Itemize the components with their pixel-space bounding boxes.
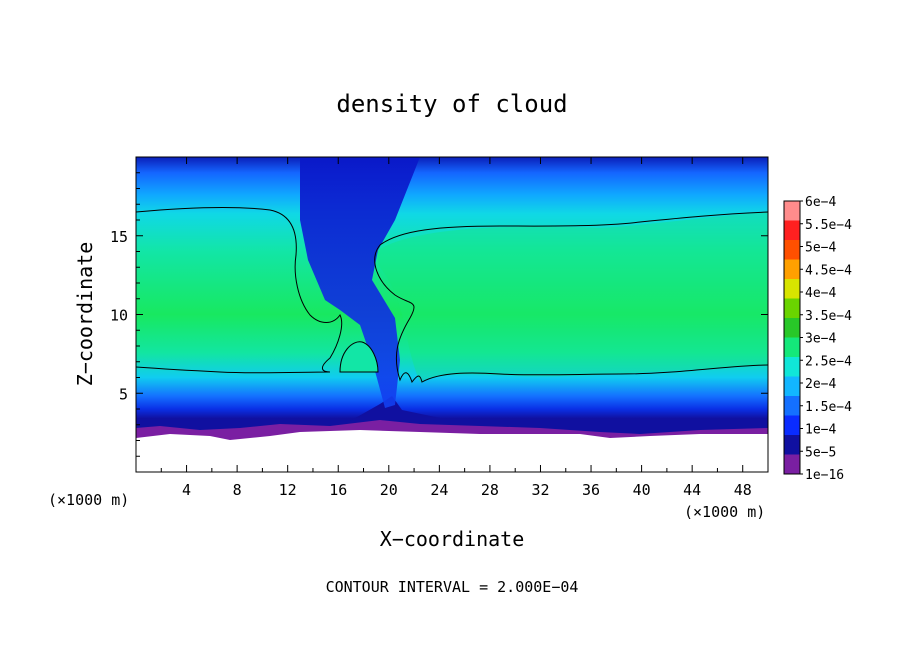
colorbar-label: 3e−4 [805, 332, 836, 347]
colorbar-label: 5.5e−4 [805, 218, 852, 233]
x-tick-label: 36 [582, 481, 600, 499]
y-tick-label: 15 [110, 228, 128, 246]
colorbar-swatch [784, 298, 800, 318]
contour-line-right [374, 211, 768, 384]
chart-title: density of cloud [336, 90, 567, 118]
contour-line-left [136, 206, 343, 374]
right-cloud-core [378, 212, 768, 382]
x-unit-label-right: (×1000 m) [684, 503, 765, 521]
colorbar-swatch [784, 376, 800, 396]
contour-interval-note: CONTOUR INTERVAL = 2.000E−04 [326, 578, 579, 596]
colorbar: 1e−16 5e−5 1e−4 1.5e−4 2e−4 2.5e−4 3e−4 3.5e−4 4… [783, 195, 852, 483]
colorbar-swatch [784, 220, 800, 240]
y-tick-label: 5 [119, 385, 128, 403]
clear-air-region [136, 430, 768, 472]
y-axis-title: Z−coordinate [73, 242, 97, 387]
x-axis-title: X−coordinate [380, 527, 525, 551]
colorbar-label: 3.5e−4 [805, 309, 852, 324]
colorbar-label: 5e−5 [805, 445, 836, 460]
colorbar-label: 1e−4 [805, 423, 836, 438]
colorbar-swatch [784, 318, 800, 338]
colorbar-label: 5e−4 [805, 241, 836, 256]
x-tick-label: 4 [182, 481, 191, 499]
colorbar-label: 1e−16 [805, 468, 844, 483]
updraft-plume [300, 157, 420, 408]
colorbar-swatch [784, 435, 800, 455]
colorbar-swatch [784, 240, 800, 260]
x-tick-label: 32 [531, 481, 549, 499]
x-tick-label: 40 [633, 481, 651, 499]
colorbar-label: 1.5e−4 [805, 400, 852, 415]
x-tick-label: 48 [734, 481, 752, 499]
y-axis: 5 10 15 [110, 172, 768, 457]
x-tick-label: 44 [683, 481, 701, 499]
x-tick-label: 16 [329, 481, 347, 499]
colorbar-swatch [784, 201, 800, 221]
x-tick-label: 20 [380, 481, 398, 499]
x-axis: 4 8 12 16 20 24 28 32 36 40 44 48 [160, 157, 752, 499]
contour-line-pocket [339, 341, 379, 373]
colorbar-swatch [784, 357, 800, 377]
x-tick-label: 12 [279, 481, 297, 499]
colorbar-label: 2e−4 [805, 377, 836, 392]
colorbar-label: 2.5e−4 [805, 354, 852, 369]
colorbar-label: 4.5e−4 [805, 263, 852, 278]
plot-area [136, 157, 768, 472]
colorbar-swatch [784, 337, 800, 357]
colorbar-label: 4e−4 [805, 286, 836, 301]
colorbar-label: 6e−4 [805, 195, 836, 210]
colorbar-swatch [784, 396, 800, 416]
colorbar-swatch [784, 279, 800, 299]
x-tick-label: 8 [233, 481, 242, 499]
x-tick-label: 28 [481, 481, 499, 499]
colorbar-swatch [784, 415, 800, 435]
colorbar-swatch [784, 259, 800, 279]
y-tick-label: 10 [110, 307, 128, 325]
x-tick-label: 24 [430, 481, 448, 499]
x-unit-label-left: (×1000 m) [48, 491, 129, 509]
colorbar-swatch [784, 454, 800, 474]
